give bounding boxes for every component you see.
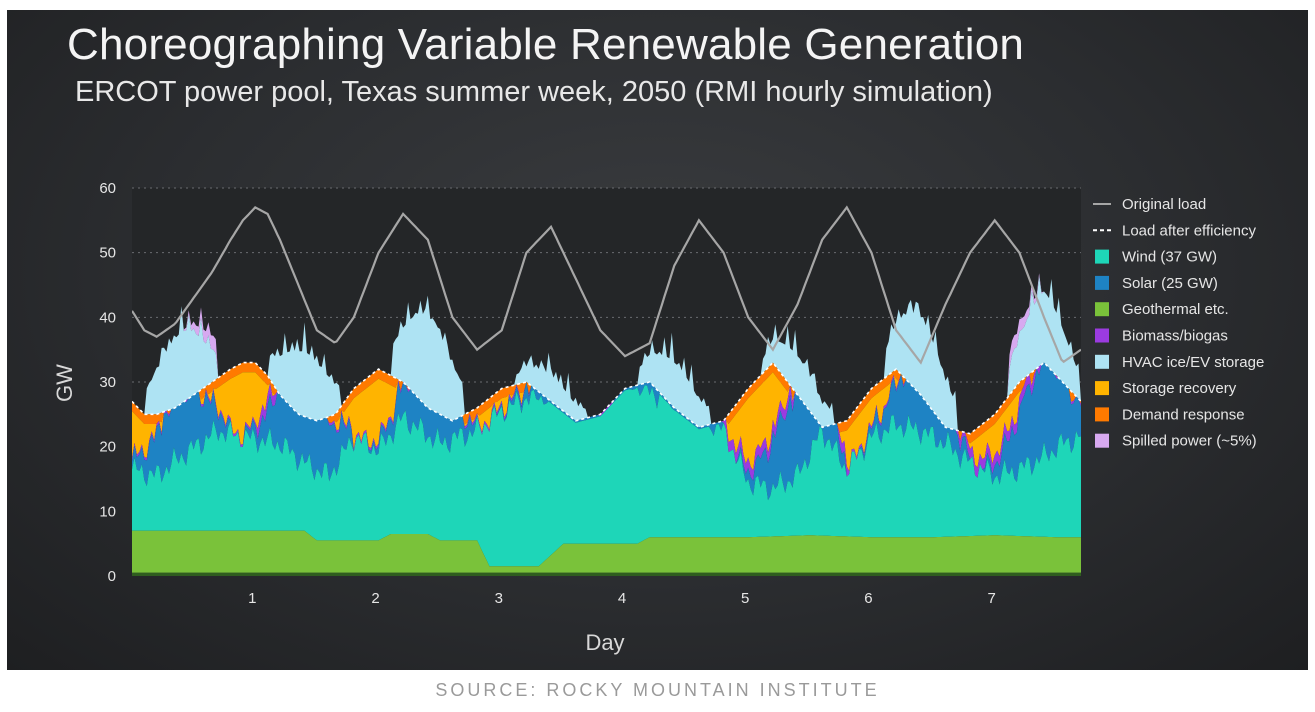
area-solar	[132, 362, 1081, 501]
x-tick-2: 2	[371, 590, 379, 607]
legend-item-3: Solar (25 GW)	[1095, 275, 1218, 292]
area-storage-recovery	[132, 362, 1081, 472]
x-tick-3: 3	[495, 590, 503, 607]
x-axis-ticks: 1 2 3 4 5 6 7	[248, 590, 996, 607]
legend-item-9: Spilled power (~5%)	[1095, 433, 1257, 450]
line-original-load	[132, 205, 1081, 365]
legend-item-5: Biomass/biogas	[1095, 328, 1228, 345]
chart-subtitle: ERCOT power pool, Texas summer week, 205…	[75, 76, 993, 108]
area-hvac-ev-storage	[132, 276, 1081, 434]
legend-label: Original load	[1122, 196, 1206, 213]
legend-item-8: Demand response	[1095, 406, 1245, 423]
legend-item-0: Original load	[1093, 196, 1206, 213]
x-tick-1: 1	[248, 590, 256, 607]
y-tick-50: 50	[99, 245, 116, 262]
legend-label: Wind (37 GW)	[1122, 249, 1217, 266]
stacked-areas	[132, 273, 1081, 576]
legend-item-1: Load after efficiency	[1093, 222, 1256, 239]
y-tick-60: 60	[99, 180, 116, 197]
legend-label: Load after efficiency	[1122, 222, 1256, 239]
legend-item-2: Wind (37 GW)	[1095, 249, 1217, 266]
area-demand-response	[132, 362, 1081, 444]
y-axis-label: GW	[52, 364, 77, 402]
y-tick-10: 10	[99, 503, 116, 520]
load-lines	[132, 205, 1081, 435]
x-tick-4: 4	[618, 590, 626, 607]
x-tick-7: 7	[988, 590, 996, 607]
legend-item-7: Storage recovery	[1095, 380, 1237, 397]
y-axis-ticks: 0 10 20 30 40 50 60	[99, 180, 116, 585]
legend-swatch	[1095, 354, 1109, 369]
legend: Original load Load after efficiency Wind (…	[1093, 196, 1264, 450]
x-axis-label: Day	[585, 630, 624, 655]
area-base	[132, 572, 1081, 576]
legend-label: Storage recovery	[1122, 380, 1237, 397]
y-tick-20: 20	[99, 439, 116, 456]
legend-label: HVAC ice/EV storage	[1122, 354, 1264, 371]
legend-label: Solar (25 GW)	[1122, 275, 1218, 292]
area-wind	[132, 385, 1081, 567]
legend-swatch	[1095, 433, 1109, 448]
area-biomass	[132, 362, 1081, 481]
legend-item-4: Geothermal etc.	[1095, 301, 1229, 318]
legend-label: Geothermal etc.	[1122, 301, 1229, 318]
legend-swatch	[1095, 249, 1109, 264]
y-tick-40: 40	[99, 309, 116, 326]
legend-swatch	[1095, 407, 1109, 422]
line-load-after-efficiency	[132, 361, 1081, 435]
y-tick-30: 30	[99, 374, 116, 391]
legend-swatch	[1095, 302, 1109, 317]
legend-label: Demand response	[1122, 406, 1245, 423]
chart-title: Choreographing Variable Renewable Genera…	[67, 20, 1025, 69]
y-tick-0: 0	[108, 568, 116, 585]
legend-swatch	[1095, 328, 1109, 343]
legend-swatch	[1095, 381, 1109, 396]
legend-label: Spilled power (~5%)	[1122, 433, 1257, 450]
legend-swatch	[1095, 275, 1109, 290]
legend-label: Biomass/biogas	[1122, 328, 1228, 345]
area-geothermal	[132, 530, 1081, 573]
source-credit: SOURCE: ROCKY MOUNTAIN INSTITUTE	[435, 680, 880, 700]
x-tick-5: 5	[741, 590, 749, 607]
legend-item-6: HVAC ice/EV storage	[1095, 354, 1264, 371]
x-tick-6: 6	[864, 590, 872, 607]
